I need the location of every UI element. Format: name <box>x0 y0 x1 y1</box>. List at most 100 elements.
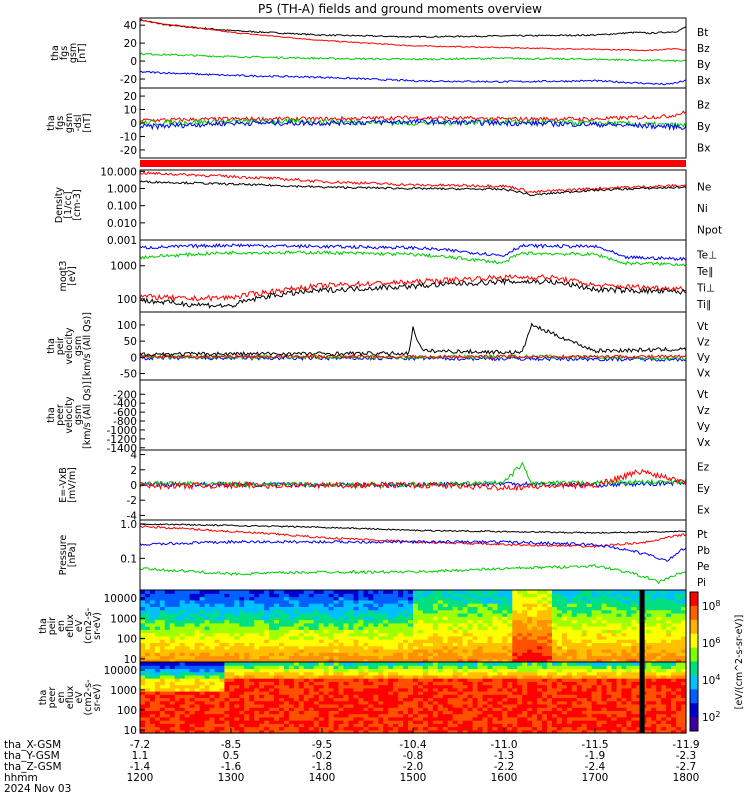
heatmap-cell <box>348 632 355 637</box>
heatmap-cell <box>214 684 221 689</box>
y-tick-label: -600 <box>113 407 137 419</box>
heatmap-cell <box>174 635 181 640</box>
heatmap-cell <box>487 655 494 660</box>
heatmap-cell <box>442 590 449 594</box>
heatmap-cell <box>328 616 335 621</box>
heatmap-cell <box>552 681 558 686</box>
heatmap-cell <box>636 720 642 724</box>
heatmap-cell <box>616 729 623 734</box>
heatmap-cell <box>561 710 568 715</box>
heatmap-cell <box>383 603 389 607</box>
heatmap-cell <box>204 635 211 640</box>
heatmap-cell <box>492 668 498 673</box>
heatmap-cell <box>159 662 166 666</box>
heatmap-cell <box>462 691 469 695</box>
heatmap-cell <box>561 729 568 734</box>
heatmap-cell <box>293 729 300 734</box>
heatmap-cell <box>413 642 419 647</box>
heatmap-cell <box>532 596 538 601</box>
heatmap-cell <box>502 629 508 634</box>
heatmap-cell <box>477 678 484 682</box>
heatmap-cell <box>149 707 156 711</box>
heatmap-cell <box>259 687 265 692</box>
heatmap-cell <box>279 606 285 611</box>
heatmap-cell <box>666 707 672 711</box>
heatmap-cell <box>343 639 350 643</box>
heatmap-cell <box>199 684 206 689</box>
heatmap-cell <box>487 652 494 657</box>
heatmap-cell <box>140 684 146 689</box>
heatmap-cell <box>264 665 270 669</box>
heatmap-cell <box>596 707 603 711</box>
heatmap-cell <box>556 729 563 734</box>
heatmap-cell <box>462 619 469 624</box>
heatmap-cell <box>507 707 513 711</box>
heatmap-cell <box>279 616 285 621</box>
heatmap-cell <box>184 626 191 630</box>
heatmap-cell <box>447 662 454 666</box>
heatmap-cell <box>209 681 216 686</box>
heatmap-cell <box>219 665 225 669</box>
series-line-Te∥ <box>139 277 687 309</box>
heatmap-cell <box>313 710 320 715</box>
heatmap-cell <box>467 713 474 718</box>
heatmap-cell <box>656 726 662 731</box>
heatmap-cell <box>244 599 250 604</box>
heatmap-cell <box>418 716 424 721</box>
heatmap-cell <box>487 723 494 728</box>
heatmap-cell <box>358 704 364 708</box>
y-label-line: [mV/m] <box>67 467 78 503</box>
heatmap-cell <box>457 619 464 624</box>
heatmap-cell <box>378 662 384 666</box>
heatmap-cell <box>408 687 414 692</box>
heatmap-cell <box>497 590 503 594</box>
heatmap-cell <box>209 648 216 653</box>
heatmap-cell <box>159 622 166 627</box>
heatmap-cell <box>393 645 399 650</box>
heatmap-cell <box>452 697 459 702</box>
heatmap-cell <box>636 645 642 650</box>
heatmap-cell <box>656 606 662 611</box>
heatmap-cell <box>274 697 280 702</box>
heatmap-cell <box>631 668 637 673</box>
heatmap-cell <box>328 729 335 734</box>
heatmap-cell <box>343 648 350 653</box>
heatmap-cell <box>254 626 260 630</box>
heatmap-cell <box>477 642 484 647</box>
heatmap-cell <box>383 726 389 731</box>
heatmap-cell <box>373 622 379 627</box>
heatmap-cell <box>601 606 608 611</box>
heatmap-cell <box>626 713 632 718</box>
heatmap-cell <box>537 655 543 660</box>
y-label-line: moqt3 <box>58 261 69 292</box>
heatmap-cell <box>249 622 255 627</box>
heatmap-cell <box>631 596 637 601</box>
heatmap-cell <box>159 681 166 686</box>
heatmap-cell <box>333 609 340 614</box>
heatmap-cell <box>442 720 449 724</box>
heatmap-cell <box>239 648 245 653</box>
heatmap-cell <box>517 674 523 679</box>
heatmap-cell <box>492 700 498 705</box>
heatmap-cell <box>179 681 186 686</box>
heatmap-cell <box>661 603 667 607</box>
heatmap-cell <box>586 681 593 686</box>
y-tick-label: 10 <box>124 105 137 117</box>
heatmap-cell <box>606 609 613 614</box>
heatmap-cell <box>497 655 503 660</box>
heatmap-cell <box>159 639 166 643</box>
heatmap-cell <box>537 632 543 637</box>
heatmap-cell <box>318 684 325 689</box>
heatmap-cell <box>259 619 265 624</box>
heatmap-cell <box>328 681 335 686</box>
heatmap-cell <box>532 593 538 598</box>
heatmap-cell <box>571 707 578 711</box>
heatmap-cell <box>576 612 583 617</box>
heatmap-cell <box>343 645 350 650</box>
heatmap-cell <box>467 658 474 663</box>
heatmap-cell <box>556 665 563 669</box>
heatmap-cell <box>616 710 623 715</box>
heatmap-cell <box>244 635 250 640</box>
heatmap-cell <box>547 694 553 699</box>
heatmap-cell <box>164 697 171 702</box>
